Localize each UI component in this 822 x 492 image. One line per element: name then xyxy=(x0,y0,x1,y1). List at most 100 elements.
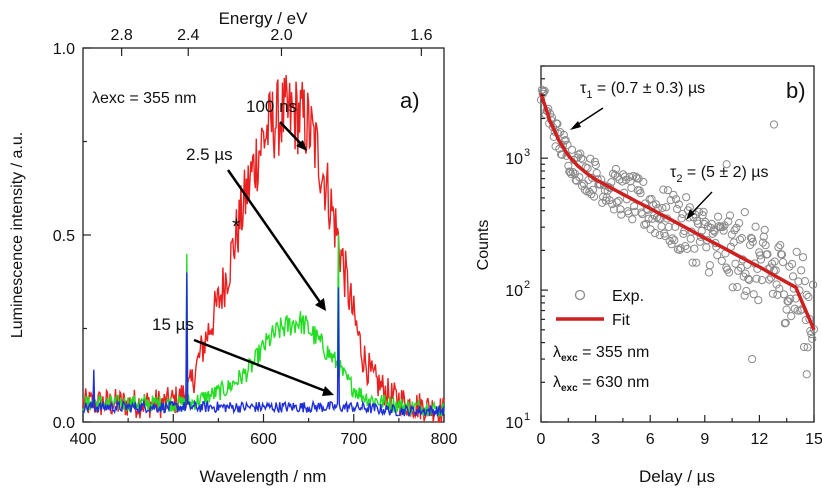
panel-b-fit xyxy=(539,92,816,331)
exp-point xyxy=(611,164,621,174)
exp-point xyxy=(601,196,610,205)
b-y-tick-label: 10 xyxy=(505,415,523,432)
b-x-tick-label: 3 xyxy=(591,431,600,448)
exp-point xyxy=(807,330,816,339)
exp-point xyxy=(724,217,733,226)
emission-value: = 630 nm xyxy=(578,374,650,391)
exp-point xyxy=(730,226,739,235)
exp-point xyxy=(710,227,719,236)
a-x-tick-label: 700 xyxy=(340,431,367,448)
tau2-arrow-head xyxy=(686,209,695,220)
exp-point xyxy=(620,172,630,181)
a-x-tick-label: 400 xyxy=(70,431,97,448)
exp-point xyxy=(668,234,677,243)
exp-point xyxy=(667,240,676,249)
a-top-tick-label: 1.6 xyxy=(410,27,432,44)
exp-point xyxy=(674,200,684,209)
b-x-tick-label: 12 xyxy=(751,431,769,448)
b-y-tick-label: 10 xyxy=(505,151,523,168)
exp-point xyxy=(698,211,707,220)
exp-point xyxy=(591,160,600,170)
tau1-annotation: τ1 = (0.7 ± 0.3) µs xyxy=(580,80,705,101)
a-x-tick-label: 500 xyxy=(160,431,187,448)
exp-point xyxy=(731,259,740,268)
tau1-symbol: τ xyxy=(580,80,587,97)
exp-point xyxy=(567,145,577,154)
exp-point xyxy=(607,178,616,187)
exp-point xyxy=(804,292,813,302)
exp-point xyxy=(608,200,617,209)
series-100ns-line xyxy=(82,74,445,423)
legend-exp-marker xyxy=(574,289,586,301)
exp-point xyxy=(610,170,620,179)
label-100ns: 100 ns xyxy=(246,97,297,116)
exp-point xyxy=(638,210,647,219)
excitation-subscript: exc xyxy=(561,353,578,364)
exp-point xyxy=(566,168,575,177)
b-x-tick-label: 6 xyxy=(646,431,655,448)
exp-point xyxy=(748,237,757,246)
exp-point xyxy=(771,266,780,275)
tau2-arrow xyxy=(689,191,713,216)
exp-point xyxy=(705,261,715,270)
exp-point xyxy=(782,305,791,314)
exp-point xyxy=(628,215,637,224)
emission-annotation: λexc = 630 nm xyxy=(553,374,649,394)
exp-point xyxy=(624,209,633,218)
exp-point xyxy=(775,284,784,293)
excitation-value: = 355 nm xyxy=(578,344,650,361)
exp-point xyxy=(719,226,728,235)
panel-a-x-axis-label: Wavelength / nm xyxy=(200,467,327,486)
tau2-subscript: 2 xyxy=(676,173,682,185)
exp-point xyxy=(568,168,578,177)
emission-symbol: λ xyxy=(553,374,561,391)
exp-point xyxy=(567,169,576,179)
exp-point xyxy=(647,194,656,204)
exp-point xyxy=(793,306,802,315)
panel-b-experimental-points xyxy=(536,85,819,379)
exp-point xyxy=(688,258,697,267)
arrow-15us xyxy=(193,338,329,394)
exp-point xyxy=(747,234,757,243)
exp-point xyxy=(794,277,803,286)
tau1-value: = (0.7 ± 0.3) µs xyxy=(592,80,705,97)
exp-point xyxy=(561,136,570,145)
exp-point xyxy=(557,150,567,159)
exp-point xyxy=(741,269,750,278)
b-y-tick-exponent: 1 xyxy=(524,411,530,423)
exp-point xyxy=(725,268,734,277)
exp-point xyxy=(776,241,785,250)
exp-point xyxy=(714,222,724,231)
exp-point xyxy=(676,244,685,253)
exp-point xyxy=(661,232,670,241)
panel-a-x-ticks: 400 500 600 700 800 xyxy=(70,414,458,448)
exp-point xyxy=(787,312,796,321)
exp-point xyxy=(751,222,760,231)
panel-a-top-axis-label: Energy / eV xyxy=(219,9,308,28)
exp-point xyxy=(587,190,596,199)
legend-fit-label: Fit xyxy=(612,312,630,329)
exp-point xyxy=(708,229,717,238)
exp-point xyxy=(748,354,757,364)
exp-point xyxy=(785,262,794,271)
panel-b-frame xyxy=(540,65,815,423)
a-top-tick-label: 2.8 xyxy=(111,27,133,44)
exp-point xyxy=(589,192,599,201)
arrow-100ns-head xyxy=(296,140,307,151)
tau1-subscript: 1 xyxy=(586,89,592,101)
exp-point xyxy=(640,220,649,229)
series-15s-line xyxy=(82,272,445,417)
exp-point xyxy=(786,294,795,303)
a-x-tick-label: 800 xyxy=(431,431,458,448)
exp-point xyxy=(669,190,678,199)
exp-point xyxy=(590,157,600,166)
exp-point xyxy=(760,225,769,234)
panel-b-x-ticks: 0 3 6 9 12 15 xyxy=(537,415,822,448)
exp-point xyxy=(781,318,790,327)
exp-point xyxy=(577,154,586,163)
b-y-tick-exponent: 2 xyxy=(524,279,530,291)
exp-point xyxy=(722,160,731,169)
panel-a-label: a) xyxy=(400,88,420,113)
exp-point xyxy=(666,196,675,205)
